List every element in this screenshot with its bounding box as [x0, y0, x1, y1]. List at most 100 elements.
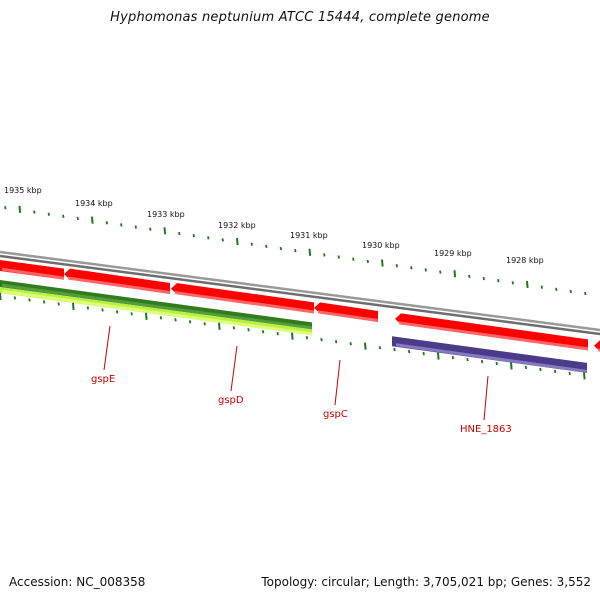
inner-tick: [291, 332, 294, 340]
inner-tick: [72, 302, 75, 311]
inner-tick: [13, 296, 17, 300]
outer-tick: [308, 248, 312, 256]
inner-tick: [334, 339, 338, 344]
accession-label: Accession: NC_008358: [9, 575, 146, 589]
outer-tick: [497, 279, 500, 283]
gene-labels: gspE gspD gspC HNE_1863: [91, 325, 512, 435]
outer-tick: [33, 210, 36, 214]
inner-tick: [568, 371, 571, 376]
inner-tick: [451, 355, 455, 360]
outer-scale-ticks: [4, 205, 587, 296]
gene-block-HNE_1863-shade: [399, 321, 588, 351]
outer-tick: [395, 264, 398, 268]
inner-tick: [495, 361, 498, 366]
outer-tick: [4, 206, 7, 210]
leader-line: [103, 325, 111, 371]
leader-line: [483, 375, 489, 421]
gene-block-1-shade: [2, 267, 64, 280]
outer-tick: [105, 221, 108, 225]
outer-tick: [540, 285, 543, 289]
outer-tick: [163, 227, 167, 235]
inner-tick: [480, 359, 484, 364]
inner-tick: [276, 332, 279, 336]
outer-tick: [178, 231, 181, 236]
gene-label: gspE: [91, 374, 115, 385]
inner-tick: [261, 330, 265, 334]
outer-tick: [221, 238, 224, 242]
inner-tick: [437, 352, 440, 360]
gene-label: gspD: [218, 395, 244, 406]
inner-tick: [364, 342, 367, 350]
gene-block-gspD-shade: [175, 291, 314, 314]
outer-tick: [236, 237, 239, 246]
inner-tick: [539, 367, 542, 372]
outer-tick: [555, 287, 558, 291]
inner-tick: [57, 302, 60, 306]
outer-tick: [352, 257, 355, 261]
inner-tick: [524, 365, 528, 370]
outer-tick: [134, 225, 137, 229]
inner-tick: [86, 306, 90, 310]
outer-tick: [424, 268, 427, 272]
scale-label: 1932 kbp: [218, 221, 256, 230]
gene-label: gspC: [323, 409, 348, 420]
inner-tick: [130, 312, 133, 316]
feature-purple-shade: [396, 343, 587, 373]
outer-tick: [47, 212, 50, 216]
inner-tick: [247, 328, 250, 332]
leader-line: [230, 345, 238, 392]
inner-tick: [42, 300, 46, 304]
inner-tick: [349, 341, 352, 346]
genome-backbone: [0, 250, 600, 336]
inner-tick: [203, 322, 206, 326]
inner-tick: [510, 362, 513, 370]
outer-tick: [149, 227, 152, 231]
inner-tick: [115, 310, 119, 314]
inner-tick: [553, 369, 557, 374]
inner-tick: [174, 318, 177, 322]
outer-tick: [76, 216, 79, 221]
scale-label: 1931 kbp: [290, 231, 328, 240]
inner-tick: [583, 372, 586, 380]
outer-tick: [62, 214, 65, 219]
inner-tick: [188, 320, 192, 324]
inner-tick: [101, 308, 104, 312]
outer-tick: [91, 216, 94, 224]
outer-tick: [468, 274, 471, 279]
outer-tick: [192, 233, 195, 238]
genome-summary: Topology: circular; Length: 3,705,021 bp…: [261, 575, 591, 589]
inner-tick: [422, 351, 425, 356]
backbone-line-inner: [0, 254, 600, 336]
outer-tick: [453, 270, 457, 278]
inner-tick: [28, 298, 31, 302]
inner-tick: [320, 338, 323, 342]
inner-tick: [393, 347, 396, 352]
outer-tick: [18, 205, 22, 213]
outer-tick: [323, 253, 326, 257]
outer-tick: [439, 270, 442, 274]
inner-tick: [145, 312, 148, 320]
gene-block-gspE-shade: [68, 276, 170, 294]
scale-label: 1929 kbp: [434, 249, 472, 258]
outer-tick: [250, 242, 253, 246]
scale-label: 1935 kbp: [4, 186, 42, 195]
outer-tick: [569, 289, 572, 294]
outer-tick: [410, 266, 413, 270]
outer-tick: [294, 248, 297, 253]
inner-tick: [218, 322, 221, 330]
outer-tick: [337, 255, 340, 259]
scale-labels: 1935 kbp 1934 kbp 1933 kbp 1932 kbp 1931 kbp…: [4, 186, 544, 265]
inner-tick: [159, 316, 163, 320]
inner-tick: [305, 336, 309, 340]
backbone-line-outer: [0, 250, 600, 332]
inner-tick: [378, 345, 382, 350]
inner-tick: [466, 357, 469, 362]
scale-label: 1930 kbp: [362, 241, 400, 250]
outer-tick: [526, 280, 529, 289]
leader-line: [334, 359, 341, 406]
cds-dark-green-shade: [2, 283, 312, 330]
scale-label: 1933 kbp: [147, 210, 185, 219]
outer-tick: [381, 259, 384, 267]
map-title: Hyphomonas neptunium ATCC 15444, complet…: [110, 10, 490, 25]
outer-tick: [366, 259, 369, 264]
